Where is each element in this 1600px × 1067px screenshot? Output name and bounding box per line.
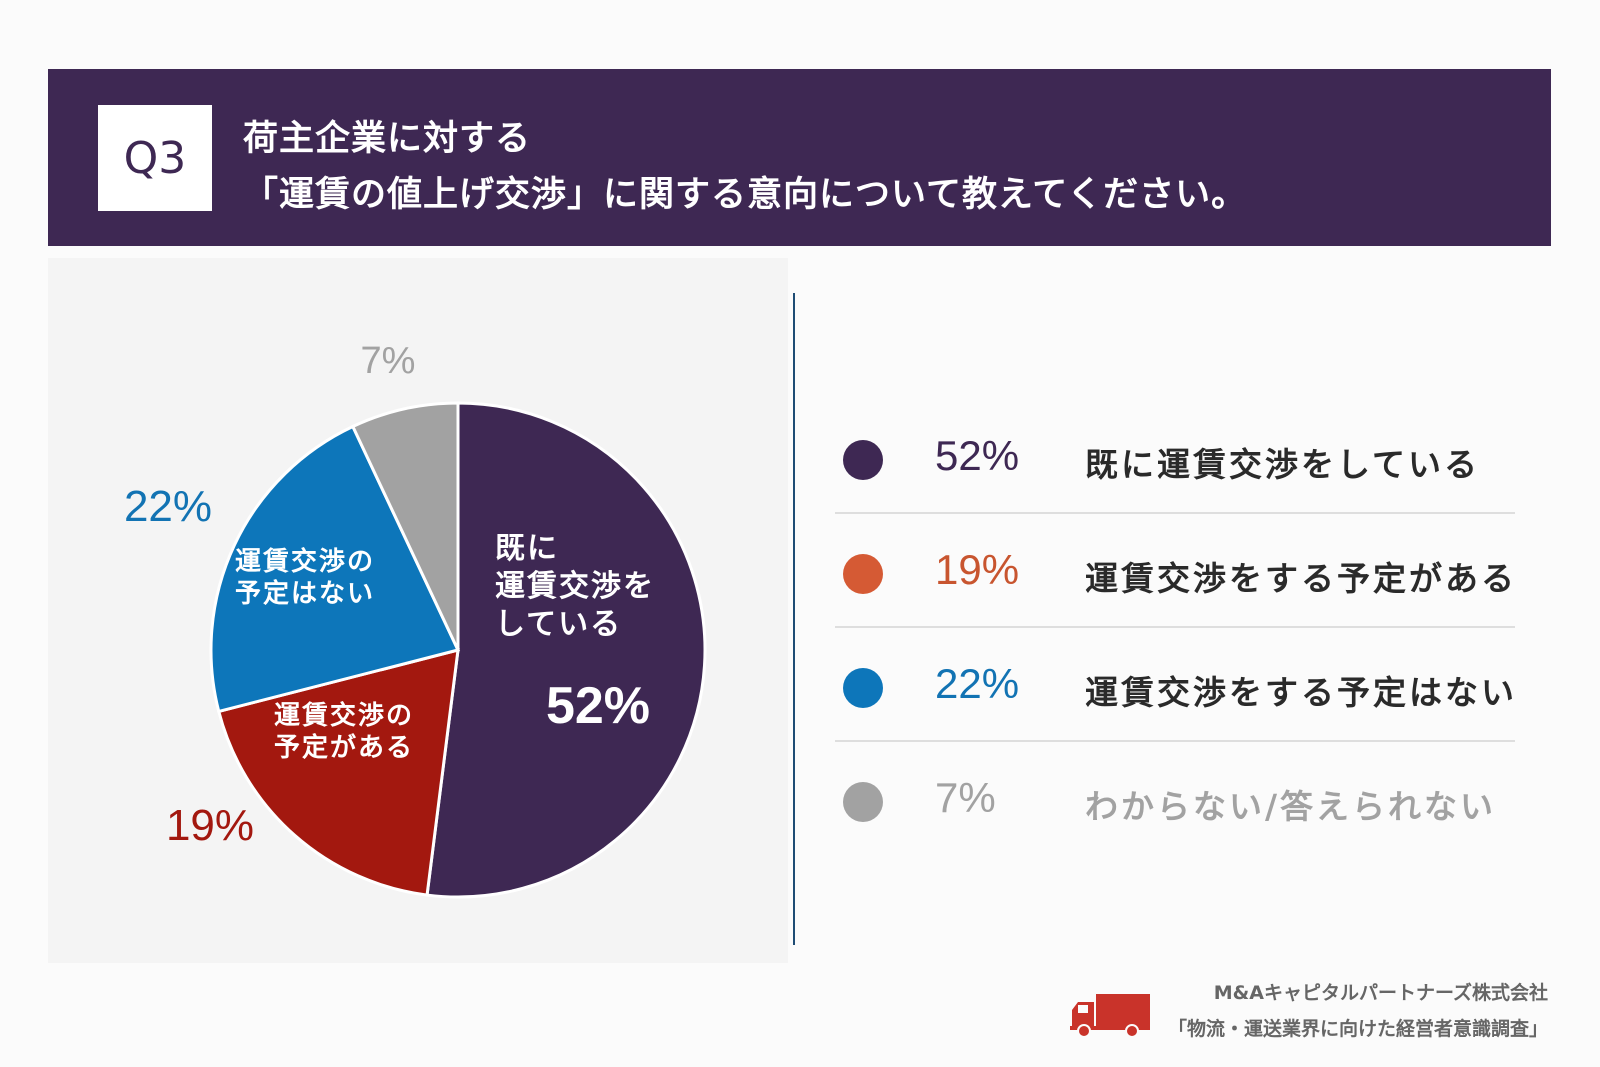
pie-slice <box>209 424 461 714</box>
source-survey: 「物流・運送業界に向けた経営者意識調査」 <box>1167 1018 1548 1040</box>
question-title-line2: 「運賃の値上げ交渉」に関する意向について教えてください。 <box>243 175 1248 215</box>
slice-inner-label: 運賃交渉の予定はない <box>235 546 375 609</box>
slice-percent-label: 22% <box>124 482 212 531</box>
legend-label: 既に運賃交渉をしている <box>1085 445 1481 484</box>
divider-line <box>793 293 795 945</box>
legend-item: 19% 運賃交渉をする予定がある <box>835 514 1515 628</box>
chart-panel: 既に運賃交渉をしている 52% 運賃交渉の予定がある 19% 運賃交渉の予定はない 22%… <box>48 258 788 963</box>
source-credit: M&Aキャピタルパートナーズ株式会社 「物流・運送業界に向けた経営者意識調査」 <box>1168 975 1548 1047</box>
legend-dot <box>843 440 883 480</box>
pie-slice <box>216 647 460 897</box>
legend-item: 7% わからない/答えられない <box>835 742 1515 854</box>
legend-dot <box>843 554 883 594</box>
legend-dot <box>843 782 883 822</box>
legend-label: わからない/答えられない <box>1085 787 1497 826</box>
legend-item: 52% 既に運賃交渉をしている <box>835 400 1515 514</box>
question-title-line1: 荷主企業に対する <box>243 119 532 159</box>
legend: 52% 既に運賃交渉をしている 19% 運賃交渉をする予定がある 22% 運賃交… <box>835 400 1515 854</box>
pie-slice <box>350 401 460 651</box>
question-title: 荷主企業に対する 「運賃の値上げ交渉」に関する意向について教えてください。 <box>243 111 1247 223</box>
slice-percent-label: 52% <box>546 677 650 735</box>
legend-percent: 52% <box>935 432 1020 479</box>
pie-chart: 既に運賃交渉をしている 52% 運賃交渉の予定がある 19% 運賃交渉の予定はない 22%… <box>124 340 707 899</box>
legend-percent: 7% <box>935 774 996 821</box>
question-number: Q3 <box>98 105 212 211</box>
truck-icon <box>1070 994 1150 1038</box>
header-banner: Q3 荷主企業に対する 「運賃の値上げ交渉」に関する意向について教えてください。 <box>48 69 1551 246</box>
legend-percent: 19% <box>935 546 1020 593</box>
slice-inner-label: 既に運賃交渉をしている <box>495 531 655 642</box>
legend-dot <box>843 668 883 708</box>
legend-label: 運賃交渉をする予定はない <box>1085 673 1517 712</box>
legend-item: 22% 運賃交渉をする予定はない <box>835 628 1515 742</box>
slice-percent-label: 7% <box>361 340 416 382</box>
source-company: M&Aキャピタルパートナーズ株式会社 <box>1213 982 1548 1004</box>
legend-label: 運賃交渉をする予定がある <box>1085 559 1517 598</box>
pie-slice <box>425 401 707 899</box>
legend-percent: 22% <box>935 660 1020 707</box>
slice-percent-label: 19% <box>166 801 254 850</box>
slice-inner-label: 運賃交渉の予定がある <box>274 700 414 763</box>
